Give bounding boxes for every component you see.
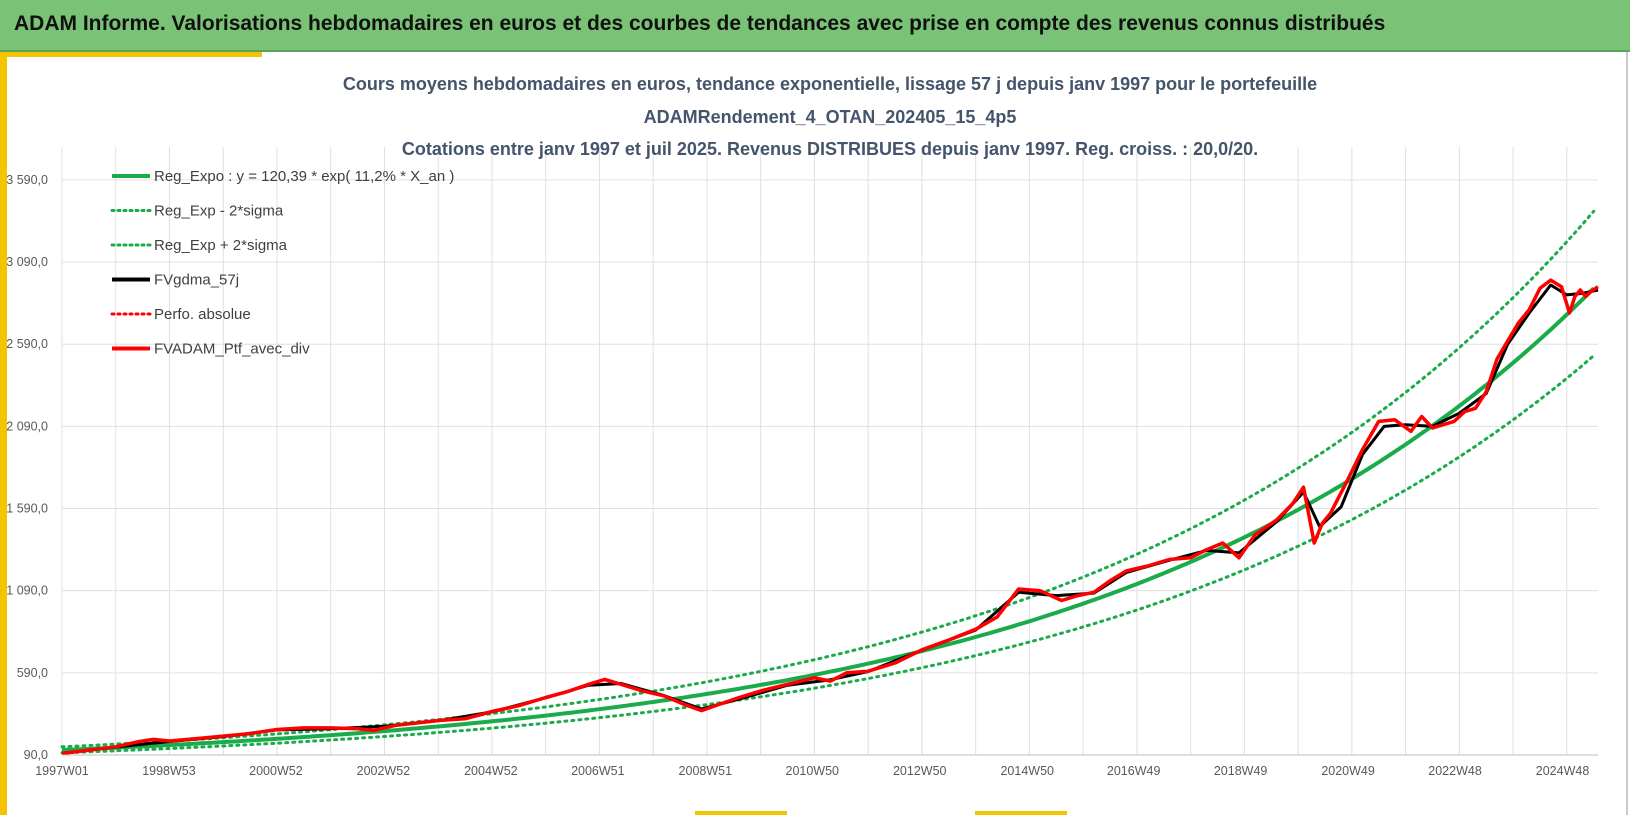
y-tick-label: 2 090,0	[6, 419, 48, 433]
x-tick-label: 2002W52	[357, 764, 411, 778]
legend: Reg_Expo : y = 120,39 * exp( 11,2% * X_a…	[110, 168, 454, 358]
series-reg-exp-plus-2sigma	[60, 209, 1596, 749]
accent-bar-left	[0, 52, 7, 815]
x-tick-label: 2014W50	[1000, 764, 1054, 778]
x-tick-label: 1998W53	[142, 764, 196, 778]
legend-label: Reg_Expo : y = 120,39 * exp( 11,2% * X_a…	[154, 168, 454, 185]
x-tick-label: 2018W49	[1214, 764, 1268, 778]
page-title: ADAM Informe. Valorisations hebdomadaire…	[14, 12, 1386, 35]
x-tick-label: 2022W48	[1428, 764, 1482, 778]
series-reg-expo	[61, 286, 1596, 752]
series-layer	[60, 209, 1600, 756]
y-tick-label: 90,0	[24, 748, 48, 762]
y-tick-label: 1 590,0	[6, 502, 48, 516]
chart-title-line-3: Cotations entre janv 1997 et juil 2025. …	[402, 139, 1258, 159]
y-tick-label: 590,0	[17, 666, 48, 680]
y-tick-label: 3 590,0	[6, 173, 48, 187]
x-tick-label: 2004W52	[464, 764, 518, 778]
x-tick-label: 2008W51	[679, 764, 733, 778]
x-tick-label: 2020W49	[1321, 764, 1375, 778]
x-tick-label: 2016W49	[1107, 764, 1161, 778]
x-tick-label: 2010W50	[786, 764, 840, 778]
legend-label: Reg_Exp - 2*sigma	[154, 203, 284, 220]
grid	[61, 147, 1598, 756]
chart-title: Cours moyens hebdomadaires en euros, ten…	[343, 74, 1317, 159]
header-bar: ADAM Informe. Valorisations hebdomadaire…	[0, 0, 1630, 52]
x-tick-label: 2024W48	[1536, 764, 1590, 778]
legend-label: FVADAM_Ptf_avec_div	[154, 341, 310, 358]
y-tick-label: 2 590,0	[6, 337, 48, 351]
legend-label: FVgdma_57j	[154, 272, 239, 289]
series-reg-exp-minus-2sigma	[60, 354, 1596, 755]
legend-label: Reg_Exp + 2*sigma	[154, 237, 288, 254]
x-tick-label: 2012W50	[893, 764, 947, 778]
x-tick-label: 2006W51	[571, 764, 625, 778]
chart-title-line-1: Cours moyens hebdomadaires en euros, ten…	[343, 74, 1317, 94]
line-chart: 90,0 590,0 1 090,0 1 590,0 2 090,0 2 590,0 3 0…	[6, 74, 1600, 778]
y-axis: 90,0 590,0 1 090,0 1 590,0 2 090,0 2 590,0 3 0…	[6, 173, 48, 762]
series-fvadam-ptf-avec-div	[61, 278, 1600, 756]
x-tick-label: 1997W01	[35, 764, 89, 778]
chart-title-line-2: ADAMRendement_4_OTAN_202405_15_4p5	[644, 107, 1017, 127]
accent-bar-bottom-2	[975, 811, 1067, 815]
legend-label: Perfo. absolue	[154, 306, 251, 323]
y-tick-label: 1 090,0	[6, 584, 48, 598]
accent-bar-top	[0, 52, 262, 57]
x-tick-label: 2000W52	[249, 764, 303, 778]
accent-bar-bottom-1	[695, 811, 787, 815]
y-tick-label: 3 090,0	[6, 255, 48, 269]
x-axis: 1997W01 1998W53 2000W52 2002W52 2004W52 2006W…	[35, 754, 1598, 778]
frame-right-edge	[1626, 52, 1628, 815]
